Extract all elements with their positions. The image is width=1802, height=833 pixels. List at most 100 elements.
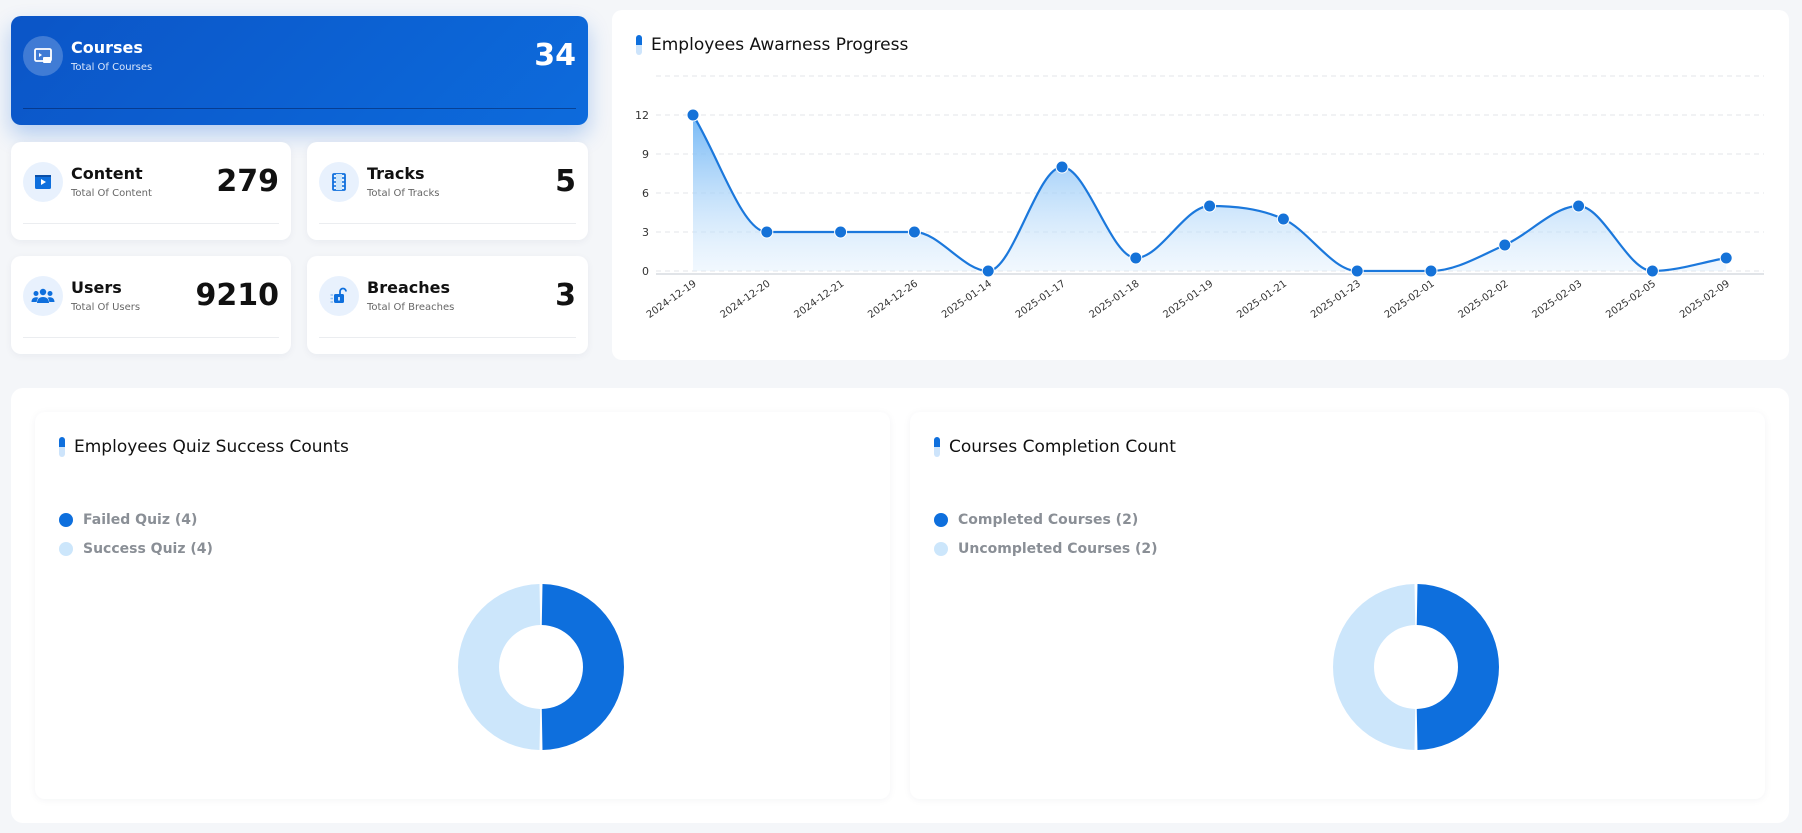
legend-item[interactable]: Success Quiz (4) [59, 541, 213, 557]
stat-subtitle: Total Of Content [71, 188, 152, 199]
chart-title: Courses Completion Count [934, 437, 1176, 457]
divider [23, 223, 279, 224]
data-point[interactable] [981, 264, 995, 278]
courses-icon [23, 36, 63, 76]
course-completion-card: Courses Completion Count Completed Cours… [910, 412, 1765, 799]
data-point[interactable] [1498, 238, 1512, 252]
legend-swatch [934, 513, 948, 527]
stat-value: 3 [555, 278, 576, 313]
data-point[interactable] [1572, 199, 1586, 213]
stat-value: 9210 [195, 278, 280, 313]
awareness-progress-card: Employees Awarness Progress 0 3 6 9 12 2024-… [612, 10, 1789, 360]
x-tick-label: 2025-01-19 [1161, 278, 1215, 320]
title-marker [636, 35, 642, 55]
stat-card-users[interactable]: Users Total Of Users 9210 [11, 256, 291, 354]
x-tick-label: 2025-02-02 [1457, 278, 1511, 320]
data-point[interactable] [834, 225, 848, 239]
stat-title: Courses [71, 38, 143, 57]
divider [319, 223, 576, 224]
x-tick-label: 2025-02-01 [1383, 278, 1437, 320]
data-point[interactable] [1424, 264, 1438, 278]
data-point[interactable] [686, 108, 700, 122]
quiz-donut-chart [457, 584, 625, 750]
stat-subtitle: Total Of Tracks [367, 188, 440, 199]
x-tick-label: 2025-01-18 [1088, 278, 1142, 320]
y-tick-label: 0 [642, 265, 649, 278]
divider [23, 108, 576, 109]
chart-title: Employees Awarness Progress [636, 35, 908, 55]
x-tick-label: 2025-01-14 [940, 278, 994, 320]
x-tick-label: 2024-12-26 [866, 278, 920, 320]
stat-value: 34 [534, 38, 576, 73]
data-point[interactable] [760, 225, 774, 239]
x-tick-label: 2025-01-21 [1235, 278, 1289, 320]
divider [23, 337, 279, 338]
x-tick-label: 2025-01-23 [1309, 278, 1363, 320]
stat-title: Users [71, 278, 122, 297]
stat-value: 5 [555, 164, 576, 199]
stat-card-content[interactable]: Content Total Of Content 279 [11, 142, 291, 240]
x-tick-label: 2024-12-20 [719, 278, 773, 320]
stat-subtitle: Total Of Breaches [367, 302, 455, 313]
stat-title: Content [71, 164, 143, 183]
breaches-icon [319, 276, 359, 316]
x-tick-label: 2024-12-21 [792, 278, 846, 320]
chart-title-text: Courses Completion Count [949, 437, 1176, 457]
title-marker [59, 437, 65, 457]
data-point[interactable] [1350, 264, 1364, 278]
data-point[interactable] [907, 225, 921, 239]
users-icon [23, 276, 63, 316]
legend-swatch [59, 513, 73, 527]
stat-title: Tracks [367, 164, 425, 183]
data-point[interactable] [1276, 212, 1290, 226]
x-tick-label: 2024-12-19 [645, 278, 699, 320]
stat-card-tracks[interactable]: Tracks Total Of Tracks 5 [307, 142, 588, 240]
donut-slice[interactable] [1332, 584, 1416, 750]
x-tick-label: 2025-02-03 [1530, 278, 1584, 320]
legend-item[interactable]: Failed Quiz (4) [59, 512, 213, 528]
stat-card-courses[interactable]: Courses Total Of Courses 34 [11, 16, 588, 125]
x-tick-label: 2025-02-09 [1678, 278, 1732, 320]
chart-title-text: Employees Awarness Progress [651, 35, 909, 55]
y-tick-label: 9 [642, 148, 649, 161]
chart-legend: Failed Quiz (4) Success Quiz (4) [59, 512, 213, 570]
donut-slice[interactable] [457, 584, 541, 750]
y-tick-label: 6 [642, 187, 649, 200]
legend-label: Failed Quiz (4) [83, 512, 198, 528]
data-point[interactable] [1055, 160, 1069, 174]
data-point[interactable] [1645, 264, 1659, 278]
quiz-success-card: Employees Quiz Success Counts Failed Qui… [35, 412, 890, 799]
donut-slice[interactable] [541, 584, 625, 750]
series-line [692, 114, 1727, 273]
completion-donut-chart [1332, 584, 1500, 750]
legend-swatch [59, 542, 73, 556]
stat-subtitle: Total Of Courses [71, 62, 153, 73]
content-icon [23, 162, 63, 202]
legend-label: Completed Courses (2) [958, 512, 1139, 528]
legend-swatch [934, 542, 948, 556]
donut-slice[interactable] [1416, 584, 1500, 750]
data-point[interactable] [1719, 251, 1733, 265]
x-tick-label: 2025-01-17 [1014, 278, 1068, 320]
legend-item[interactable]: Completed Courses (2) [934, 512, 1158, 528]
stat-card-breaches[interactable]: Breaches Total Of Breaches 3 [307, 256, 588, 354]
legend-item[interactable]: Uncompleted Courses (2) [934, 541, 1158, 557]
legend-label: Success Quiz (4) [83, 541, 213, 557]
tracks-icon [319, 162, 359, 202]
chart-legend: Completed Courses (2) Uncompleted Course… [934, 512, 1158, 570]
data-point[interactable] [1129, 251, 1143, 265]
divider [319, 337, 576, 338]
area-fill [693, 115, 1727, 271]
awareness-line-chart: 0 3 6 9 12 2024-12-19 2024-12-20 2024-12-21 202… [635, 75, 1764, 321]
data-point[interactable] [1203, 199, 1217, 213]
x-tick-label: 2025-02-05 [1604, 278, 1658, 320]
stat-title: Breaches [367, 278, 450, 297]
stat-value: 279 [216, 164, 279, 199]
y-tick-label: 3 [642, 226, 649, 239]
chart-title-text: Employees Quiz Success Counts [74, 437, 349, 457]
stat-subtitle: Total Of Users [71, 302, 141, 313]
title-marker [934, 437, 940, 457]
chart-title: Employees Quiz Success Counts [59, 437, 349, 457]
legend-label: Uncompleted Courses (2) [958, 541, 1158, 557]
y-tick-label: 12 [635, 109, 649, 122]
